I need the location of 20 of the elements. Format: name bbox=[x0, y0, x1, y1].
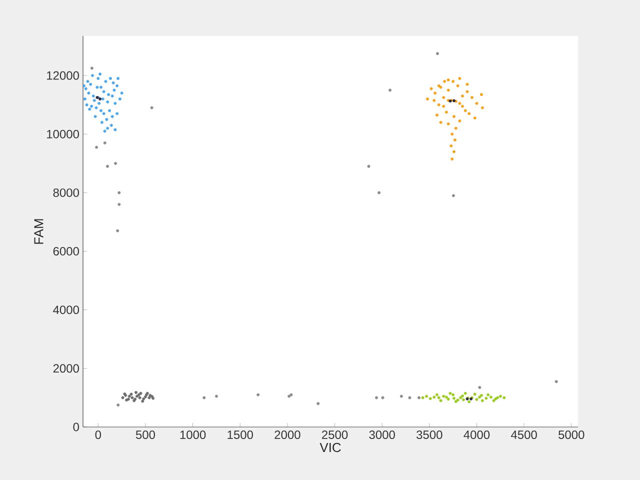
y-tick-label: 10000 bbox=[47, 130, 79, 138]
x-tick-label: 4500 bbox=[510, 430, 537, 440]
x-tick-label: 1500 bbox=[228, 430, 253, 440]
y-tick-label: 6000 bbox=[53, 247, 79, 256]
y-axis-title: FAM bbox=[34, 219, 44, 244]
x-tick-label: 3000 bbox=[369, 430, 395, 440]
x-tick-label: 2500 bbox=[322, 430, 348, 440]
y-tick-label: 12000 bbox=[47, 71, 79, 80]
x-tick-label: 5000 bbox=[558, 430, 584, 440]
y-tick-label: 2000 bbox=[53, 364, 79, 373]
x-tick-label: 0 bbox=[95, 430, 102, 440]
x-tick-label: 2000 bbox=[274, 430, 300, 440]
x-tick-label: 4000 bbox=[464, 430, 490, 440]
y-tick-label: 0 bbox=[73, 422, 80, 432]
y-tick-label: 8000 bbox=[53, 188, 79, 197]
y-tick-label: 4000 bbox=[53, 306, 79, 314]
x-tick-label: 3500 bbox=[416, 430, 442, 440]
x-tick-label: 1000 bbox=[180, 430, 206, 440]
x-tick-label: 500 bbox=[136, 430, 156, 440]
x-axis-title: VIC bbox=[320, 442, 341, 452]
